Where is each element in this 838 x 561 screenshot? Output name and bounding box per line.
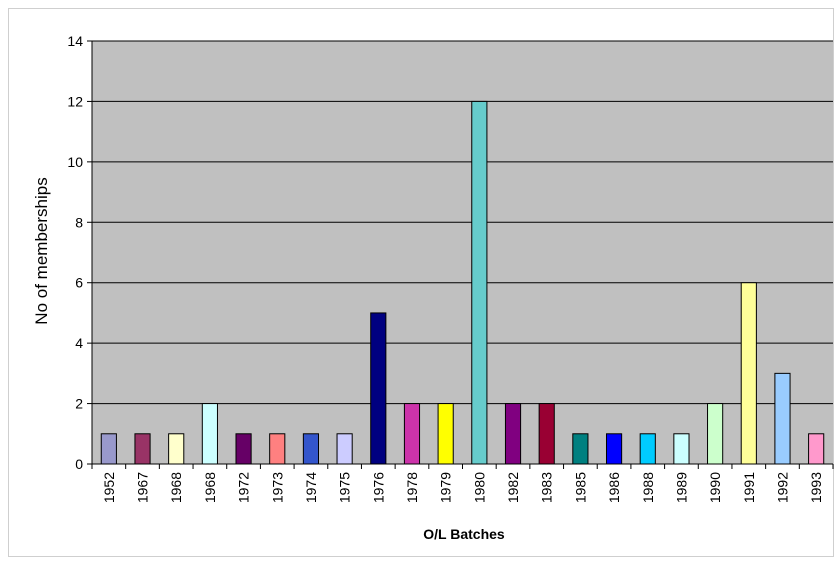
bar-1975 bbox=[336, 433, 353, 465]
x-tick-label: 1975 bbox=[337, 472, 353, 503]
x-tick-label: 1983 bbox=[539, 472, 555, 503]
x-tick-label: 1980 bbox=[471, 472, 487, 503]
bar-1980 bbox=[471, 100, 488, 465]
bar-1982 bbox=[504, 403, 522, 465]
bar-1968 bbox=[201, 403, 218, 465]
bar-1974 bbox=[302, 433, 320, 465]
x-tick-label: 1973 bbox=[269, 472, 285, 503]
y-tick-label: 14 bbox=[67, 33, 83, 49]
bar-1976 bbox=[370, 312, 387, 465]
x-tick-label: 1968 bbox=[202, 472, 218, 503]
x-tick-label: 1989 bbox=[673, 472, 689, 503]
x-tick-label: 1992 bbox=[774, 472, 790, 503]
bar-1972 bbox=[235, 433, 252, 465]
y-tick-label: 0 bbox=[75, 456, 83, 472]
bar-1989 bbox=[673, 433, 690, 465]
x-tick-label: 1968 bbox=[168, 472, 184, 503]
bar-1979 bbox=[437, 403, 454, 465]
x-tick-label: 1993 bbox=[808, 472, 824, 503]
x-tick-label: 1979 bbox=[438, 472, 454, 503]
bar-1991 bbox=[740, 282, 757, 465]
y-tick-label: 6 bbox=[75, 275, 83, 291]
x-tick-label: 1985 bbox=[572, 472, 588, 503]
x-tick-label: 1991 bbox=[741, 472, 757, 503]
x-tick-label: 1988 bbox=[640, 472, 656, 503]
bar-1993 bbox=[808, 433, 825, 465]
x-axis-title: O/L Batches bbox=[423, 526, 505, 542]
bar-1967 bbox=[134, 433, 151, 465]
x-tick-label: 1974 bbox=[303, 472, 319, 503]
y-tick-label: 10 bbox=[67, 154, 83, 170]
bar-1988 bbox=[639, 433, 656, 465]
x-tick-label: 1976 bbox=[370, 472, 386, 503]
chart-frame: 0 2 4 6 8 10 12 14 1952 1967 1968 1968 1972 1973 1974 1… bbox=[8, 8, 834, 557]
x-tick-label: 1967 bbox=[135, 472, 151, 503]
bar-1978 bbox=[403, 403, 421, 465]
bar-1973 bbox=[269, 433, 286, 465]
y-axis-title: No of memberships bbox=[32, 177, 51, 324]
bar-1968 bbox=[168, 433, 185, 465]
bar-1992 bbox=[774, 372, 791, 465]
x-tick-label: 1982 bbox=[505, 472, 521, 503]
x-tick-label: 1972 bbox=[236, 472, 252, 503]
x-tick-label: 1990 bbox=[707, 472, 723, 503]
bar-1990 bbox=[707, 403, 724, 465]
bar-1985 bbox=[572, 433, 589, 465]
y-tick-label: 4 bbox=[75, 335, 83, 351]
y-tick-label: 2 bbox=[75, 396, 83, 412]
bar-1983 bbox=[538, 403, 555, 465]
y-tick-label: 12 bbox=[67, 93, 83, 109]
plot-area bbox=[92, 41, 833, 464]
x-tick-label: 1978 bbox=[404, 472, 420, 503]
bar-1986 bbox=[605, 433, 623, 465]
y-tick-label: 8 bbox=[75, 214, 83, 230]
x-tick-label: 1986 bbox=[606, 472, 622, 503]
x-tick-label: 1952 bbox=[101, 472, 117, 503]
bar-1952 bbox=[100, 433, 117, 465]
bar-chart: 0 2 4 6 8 10 12 14 1952 1967 1968 1968 1972 1973 1974 1… bbox=[32, 33, 834, 542]
